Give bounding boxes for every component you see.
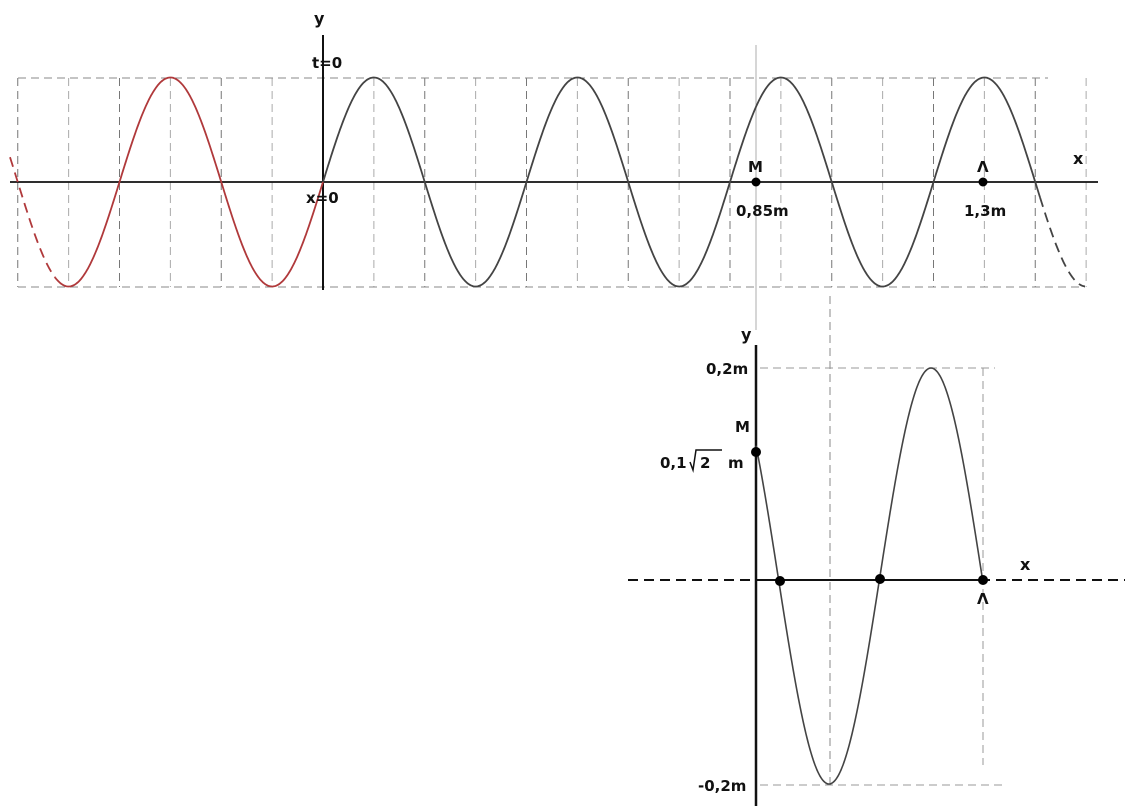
- point-a-marker: [978, 177, 988, 187]
- past-wave: [54, 76, 324, 288]
- svg-text:0,1: 0,1: [660, 454, 687, 472]
- bottom-wave: [755, 367, 984, 785]
- origin-label: x=0: [306, 189, 339, 207]
- zero-crossing-marker-2: [875, 574, 885, 584]
- bottom-x-label: x: [1020, 555, 1031, 574]
- point-a-position: 1,3m: [964, 202, 1006, 220]
- top-y-label: y: [314, 9, 325, 28]
- past-wave-dashed: [9, 156, 56, 278]
- svg-text:2: 2: [700, 454, 710, 472]
- point-m-position: 0,85m: [736, 202, 789, 220]
- zero-crossing-marker-1: [775, 576, 785, 586]
- bottom-point-m-marker: [751, 447, 761, 457]
- top-x-label: x: [1073, 149, 1084, 168]
- sqrt-sign: [689, 449, 722, 473]
- wave-continuation-dashed: [1039, 197, 1086, 288]
- time-label: t=0: [312, 54, 342, 72]
- point-m-displacement-label: 0,1 2 m: [660, 449, 744, 473]
- bottom-point-a-name: Λ: [977, 590, 989, 608]
- y-max-label: 0,2m: [706, 360, 748, 378]
- bottom-point-m-name: M: [735, 418, 750, 436]
- bottom-point-a-marker: [978, 575, 988, 585]
- point-m-name: M: [748, 158, 763, 176]
- bottom-y-label: y: [741, 325, 752, 344]
- y-min-label: -0,2m: [698, 777, 746, 795]
- wave-at-t0: [322, 76, 1041, 288]
- svg-text:m: m: [728, 454, 744, 472]
- point-a-name: Λ: [977, 158, 989, 176]
- point-m-marker: [751, 177, 761, 187]
